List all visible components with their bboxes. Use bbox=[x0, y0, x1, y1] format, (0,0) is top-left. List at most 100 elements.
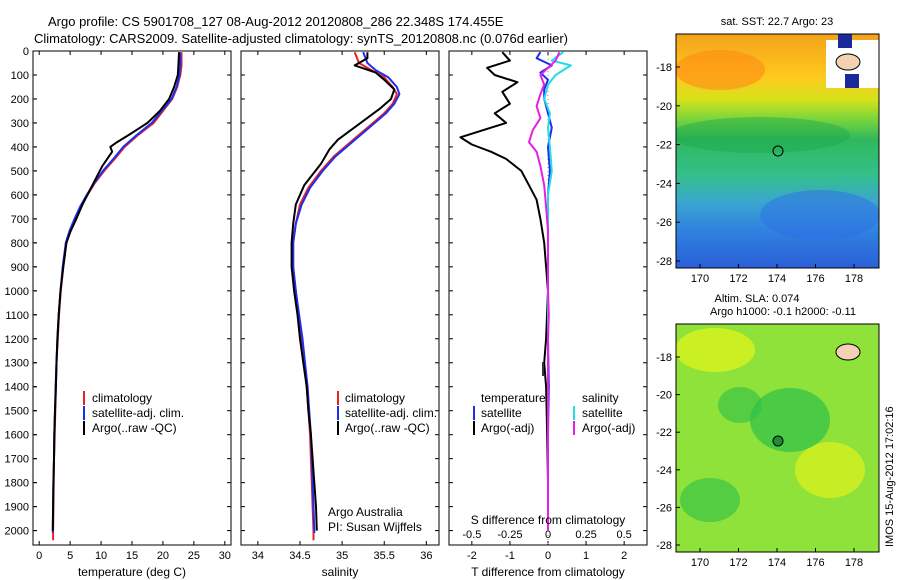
map-y-tick-label: -24 bbox=[656, 465, 672, 477]
depth-tick-label: 400 bbox=[11, 142, 29, 154]
map-y-tick-label: -20 bbox=[656, 390, 672, 402]
series-line bbox=[459, 51, 549, 531]
map-y-tick-label: -22 bbox=[656, 140, 672, 152]
x-tick-label: 10 bbox=[95, 550, 107, 562]
map-x-tick-label: 172 bbox=[729, 273, 747, 285]
x-tick-label: 1 bbox=[583, 550, 589, 562]
map-x-tick-label: 178 bbox=[845, 557, 863, 569]
temperature-plot: 0 5 10 15 20 25 30 bbox=[33, 50, 231, 562]
x-tick-label: 2 bbox=[621, 550, 627, 562]
depth-tick-label: 300 bbox=[11, 118, 29, 130]
temperature-legend: climatology satellite-adj. clim. Argo(..… bbox=[83, 391, 184, 435]
map-y-tick-label: -18 bbox=[656, 62, 672, 74]
imos-timestamp: IMOS 15-Aug-2012 17:02:16 bbox=[884, 406, 896, 547]
map-x-tick-label: 174 bbox=[768, 557, 786, 569]
series-line bbox=[292, 51, 401, 533]
legend-temp-argo-label: Argo(-adj) bbox=[481, 421, 534, 435]
x-tick-label: 0 bbox=[36, 550, 42, 562]
depth-tick-label: 1700 bbox=[5, 454, 29, 466]
x-tick-label: 15 bbox=[126, 550, 138, 562]
depth-tick-label: 800 bbox=[11, 238, 29, 250]
island-outline bbox=[835, 343, 861, 361]
depth-tick-label: 1500 bbox=[5, 406, 29, 418]
x-tick-label: 20 bbox=[157, 550, 169, 562]
legend-sal-satellite-label: satellite bbox=[582, 406, 623, 420]
difference-legend: temperature satellite Argo(-adj) salinit… bbox=[473, 362, 635, 435]
series-line bbox=[290, 52, 396, 531]
map-y-tick-label: -22 bbox=[656, 427, 672, 439]
x-tick-label: 36 bbox=[420, 550, 432, 562]
legend-salinity-title: salinity bbox=[582, 391, 619, 405]
argo-position-marker bbox=[772, 435, 784, 447]
map-y-tick-label: -20 bbox=[656, 101, 672, 113]
map-y-tick-label: -18 bbox=[656, 352, 672, 364]
depth-tick-label: 1900 bbox=[5, 502, 29, 514]
top-tick-label: 0.5 bbox=[617, 529, 632, 541]
legend-temp-satellite-label: satellite bbox=[481, 406, 522, 420]
sst-blue-patch bbox=[760, 190, 879, 240]
header-line1: Argo profile: CS 5901708_127 08-Aug-2012… bbox=[48, 14, 504, 29]
sla-map-title: Altim. SLA: 0.074 bbox=[715, 293, 800, 305]
difference-axis-label: T difference from climatology bbox=[471, 565, 625, 579]
land-mask-block bbox=[845, 74, 859, 88]
legend-satellite-label: satellite-adj. clim. bbox=[345, 406, 437, 420]
top-tick-label: 0.25 bbox=[575, 529, 596, 541]
depth-tick-label: 1400 bbox=[5, 382, 29, 394]
temperature-axis-label: temperature (deg C) bbox=[78, 565, 186, 579]
depth-tick-label: 1600 bbox=[5, 430, 29, 442]
header-line2: Climatology: CARS2009. Satellite-adjuste… bbox=[34, 31, 568, 46]
x-tick-label: 35 bbox=[336, 550, 348, 562]
legend-climatology-label: climatology bbox=[92, 391, 152, 405]
island-outline bbox=[835, 53, 861, 71]
depth-tick-label: 100 bbox=[11, 70, 29, 82]
map-x-tick-label: 176 bbox=[806, 557, 824, 569]
map-y-tick-label: -28 bbox=[656, 540, 672, 552]
legend-climatology-label: climatology bbox=[345, 391, 405, 405]
map-axes: 170 172 174 176 178 -18 -20 -22 -24 -26 -28 170 172 1… bbox=[656, 62, 863, 569]
depth-tick-label: 700 bbox=[11, 214, 29, 226]
land-mask-block bbox=[838, 34, 852, 48]
x-tick-label: 35.5 bbox=[374, 550, 395, 562]
pi-note: PI: Susan Wijffels bbox=[328, 520, 422, 534]
x-tick-label: 5 bbox=[67, 550, 73, 562]
sla-map-subtitle: Argo h1000: -0.1 h2000: -0.11 bbox=[710, 306, 856, 318]
depth-tick-label: 1800 bbox=[5, 478, 29, 490]
depth-tick-label: 900 bbox=[11, 262, 29, 274]
map-x-tick-label: 170 bbox=[691, 273, 709, 285]
depth-tick-label: 1200 bbox=[5, 334, 29, 346]
map-x-tick-label: 176 bbox=[806, 273, 824, 285]
sla-yellow-patch bbox=[676, 328, 755, 372]
x-tick-label: -2 bbox=[467, 550, 477, 562]
salinity-legend: climatology satellite-adj. clim. Argo(..… bbox=[337, 391, 437, 435]
map-x-tick-label: 170 bbox=[691, 557, 709, 569]
depth-axis: 0 100 200 300 400 500 600 700 800 900 1000 1100 1200… bbox=[5, 46, 37, 538]
series-line bbox=[292, 51, 398, 541]
argo-position-marker bbox=[772, 145, 784, 157]
x-tick-label: 34 bbox=[252, 550, 264, 562]
depth-tick-label: 1100 bbox=[5, 310, 29, 322]
depth-tick-label: 600 bbox=[11, 190, 29, 202]
sla-green-patch bbox=[718, 387, 762, 423]
temperature-plot-frame bbox=[32, 50, 232, 546]
depth-tick-label: 1000 bbox=[5, 286, 29, 298]
x-tick-label: -1 bbox=[505, 550, 515, 562]
legend-argo-label: Argo(..raw -QC) bbox=[92, 421, 177, 435]
map-x-tick-label: 174 bbox=[768, 273, 786, 285]
legend-argo-label: Argo(..raw -QC) bbox=[345, 421, 430, 435]
series-line bbox=[528, 51, 561, 531]
map-y-tick-label: -26 bbox=[656, 502, 672, 514]
legend-temperature-title: temperature bbox=[481, 391, 546, 405]
map-x-tick-label: 172 bbox=[729, 557, 747, 569]
salinity-plot: 34 34.5 35 35.5 36 bbox=[241, 50, 439, 562]
sla-green-patch bbox=[680, 478, 740, 522]
sla-green-patch bbox=[750, 388, 830, 452]
map-x-tick-label: 178 bbox=[845, 273, 863, 285]
sst-map bbox=[676, 34, 879, 268]
map-y-tick-label: -24 bbox=[656, 178, 672, 190]
map-y-tick-label: -28 bbox=[656, 256, 672, 268]
legend-satellite-label: satellite-adj. clim. bbox=[92, 406, 184, 420]
argo-australia-note: Argo Australia bbox=[328, 505, 403, 519]
salinity-plot-frame bbox=[240, 50, 440, 546]
